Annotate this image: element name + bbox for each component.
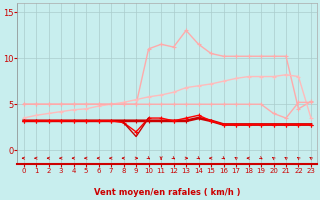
- X-axis label: Vent moyen/en rafales ( km/h ): Vent moyen/en rafales ( km/h ): [94, 188, 241, 197]
